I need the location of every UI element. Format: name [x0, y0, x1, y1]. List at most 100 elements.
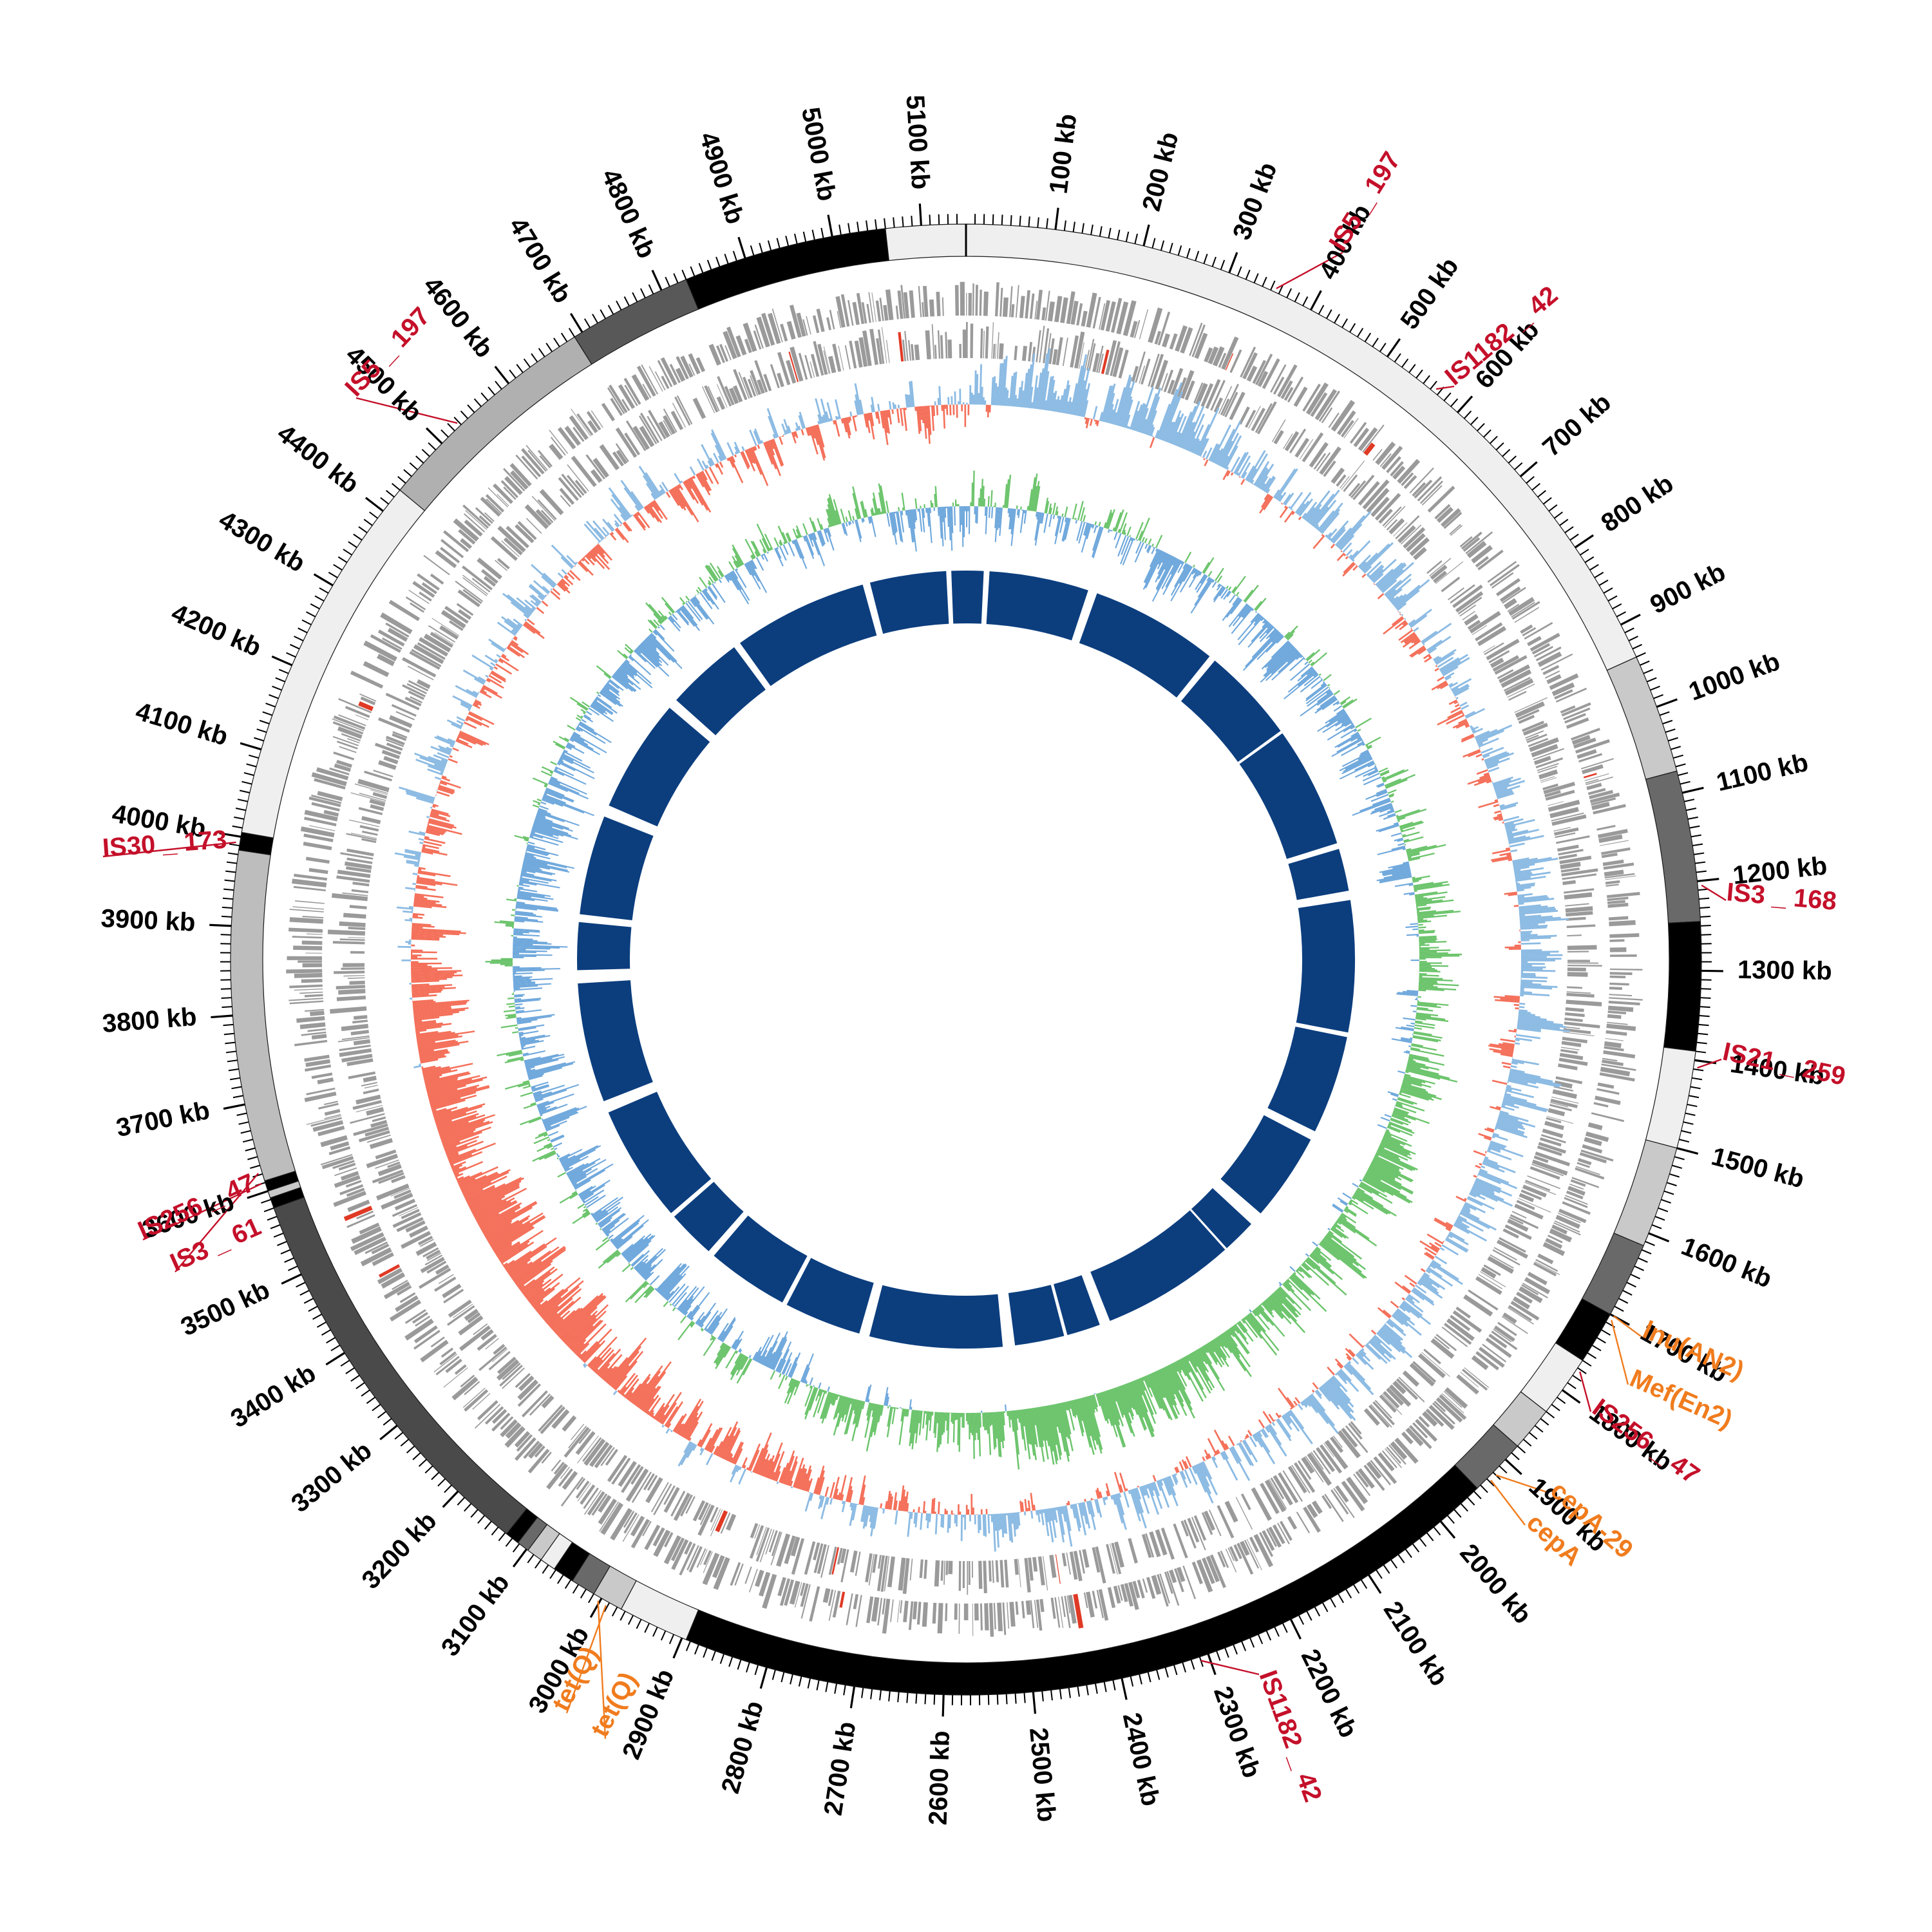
cds-feature — [462, 589, 482, 604]
cds-feature — [962, 1560, 965, 1588]
cds-feature — [1242, 352, 1258, 380]
cds-feature — [410, 696, 423, 704]
cds-feature — [1449, 524, 1461, 535]
cds-feature — [937, 1603, 943, 1634]
cds-feature — [419, 591, 432, 601]
cds-feature — [1378, 508, 1393, 524]
cds-feature — [462, 504, 489, 529]
cds-feature — [932, 1602, 937, 1624]
cds-feature — [332, 735, 359, 746]
cds-feature — [443, 1289, 464, 1303]
cds-feature — [374, 743, 402, 755]
cds-feature — [837, 1548, 843, 1565]
axis-tick-label: 1100 kb — [1714, 748, 1811, 797]
cds-feature — [1297, 1460, 1312, 1480]
cds-feature — [1485, 1337, 1512, 1358]
cds-feature — [1540, 776, 1555, 782]
cds-feature — [539, 455, 551, 469]
cds-feature — [1560, 867, 1580, 873]
cds-feature — [294, 988, 323, 991]
cds-feature — [1601, 847, 1631, 855]
cds-feature — [895, 305, 899, 319]
inner-ring-block — [1090, 1210, 1226, 1321]
cds-feature — [576, 413, 594, 436]
cds-feature — [1544, 670, 1560, 679]
cds-feature — [503, 486, 516, 500]
cds-feature — [1480, 1271, 1506, 1287]
cds-feature — [636, 365, 656, 397]
cds-feature — [1508, 690, 1527, 701]
cds-feature — [338, 1162, 356, 1171]
cds-feature — [294, 1039, 328, 1046]
cds-feature — [338, 698, 372, 714]
cds-feature — [750, 370, 761, 395]
cds-feature — [1553, 827, 1579, 836]
cds-feature — [993, 1602, 996, 1630]
cds-feature — [786, 321, 796, 340]
cds-feature — [417, 573, 440, 591]
cds-feature — [1417, 1353, 1446, 1378]
cds-feature — [1019, 296, 1025, 318]
cds-feature — [1222, 383, 1239, 417]
cds-feature — [496, 1359, 520, 1381]
cds-feature — [612, 451, 625, 467]
cds-feature — [521, 448, 545, 475]
cds-feature — [387, 1161, 401, 1168]
cds-feature — [1586, 782, 1602, 790]
cds-feature — [598, 1498, 618, 1525]
cds-feature — [852, 301, 860, 325]
cds-feature — [1435, 1397, 1463, 1423]
cds-feature — [481, 569, 498, 584]
cds-feature — [763, 374, 772, 392]
cds-feature — [940, 1560, 944, 1581]
cds-feature — [1580, 758, 1614, 770]
cds-feature — [1567, 945, 1597, 951]
cds-feature — [999, 287, 1003, 317]
cds-feature — [1086, 292, 1097, 328]
cds-feature — [343, 1206, 373, 1222]
cds-feature — [1542, 1242, 1566, 1256]
cds-feature — [402, 684, 426, 697]
cds-feature — [1421, 485, 1443, 506]
cds-feature — [1467, 620, 1481, 630]
axis-tick-label: 2100 kb — [1378, 1596, 1454, 1691]
cds-feature — [462, 577, 488, 596]
cds-feature — [929, 299, 935, 317]
cds-feature — [566, 475, 585, 496]
cds-feature — [351, 1226, 382, 1244]
cds-feature — [1498, 664, 1530, 683]
cds-feature — [1430, 564, 1448, 580]
cds-feature — [703, 1550, 712, 1566]
axis-tick-label: 4700 kb — [504, 213, 577, 308]
cds-feature — [599, 1501, 620, 1532]
cds-feature — [1122, 300, 1137, 336]
cds-feature — [348, 936, 365, 938]
cds-feature — [1542, 783, 1558, 791]
cds-feature — [515, 524, 535, 544]
cds-feature — [1601, 853, 1618, 858]
cds-feature — [420, 1340, 449, 1363]
cds-feature — [1589, 790, 1614, 800]
cds-feature — [1599, 1072, 1635, 1082]
cds-feature — [346, 848, 374, 857]
cds-feature — [749, 1525, 764, 1559]
cds-feature — [444, 605, 469, 624]
cds-feature — [1370, 1460, 1392, 1486]
cds-feature — [1525, 1180, 1551, 1191]
cds-feature — [408, 690, 424, 700]
cds-feature — [804, 355, 813, 379]
cds-feature — [1507, 603, 1520, 612]
cds-feature — [931, 324, 935, 359]
inner-ring-block — [578, 980, 653, 1102]
cds-feature — [1348, 1423, 1363, 1440]
cds-feature — [303, 842, 332, 851]
axis-tick-label: 4400 kb — [272, 419, 364, 499]
cds-feature — [391, 1175, 406, 1184]
cds-feature — [1539, 769, 1558, 780]
cds-feature — [641, 364, 658, 395]
cds-feature — [1209, 1554, 1226, 1588]
cds-feature — [1088, 343, 1096, 372]
cds-feature — [378, 1264, 401, 1278]
cds-feature — [1052, 349, 1058, 365]
cds-feature — [882, 1598, 891, 1634]
